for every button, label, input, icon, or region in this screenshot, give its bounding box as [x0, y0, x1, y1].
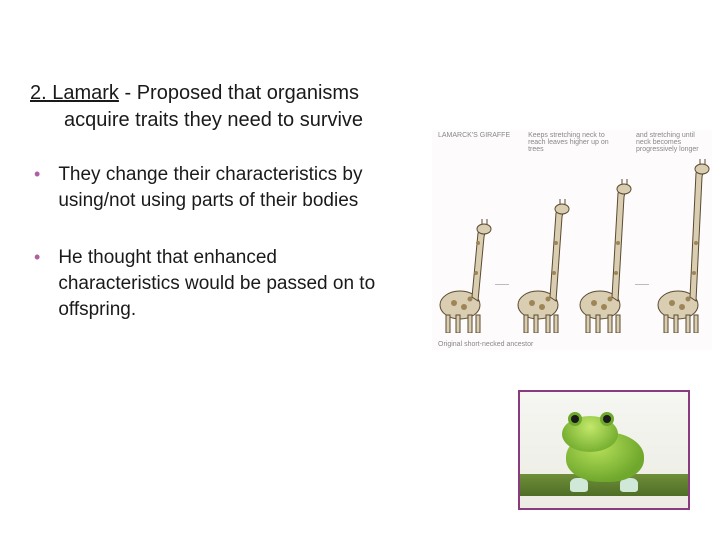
giraffe-icon: [512, 193, 570, 333]
giraffe-captions: LAMARCK'S GIRAFFE Keeps stretching neck …: [432, 130, 712, 153]
frog-image: [518, 390, 690, 510]
frog-eye-icon: [600, 412, 614, 426]
bullet-icon: •: [34, 162, 40, 187]
giraffe-row: —: [432, 153, 712, 341]
giraffe-icon: [652, 153, 710, 333]
giraffe-icon: [434, 213, 492, 333]
arrow-icon: —: [495, 233, 509, 333]
giraffe-icon: [574, 173, 632, 333]
heading-lead: 2. Lamark: [30, 82, 119, 104]
frog-foot-icon: [570, 478, 588, 492]
giraffe-diagram: LAMARCK'S GIRAFFE Keeps stretching neck …: [432, 130, 712, 350]
giraffe-caption-right: and stretching until neck becomes progre…: [636, 132, 706, 153]
heading-tail: - Proposed that organisms: [119, 82, 359, 104]
bullet-item: • They change their characteristics by u…: [30, 162, 400, 213]
bullet-text: They change their characteristics by usi…: [58, 162, 400, 213]
bullet-item: • He thought that enhanced characteristi…: [30, 245, 400, 322]
slide-text-column: 2. Lamark - Proposed that organisms acqu…: [0, 0, 430, 384]
arrow-icon: —: [635, 233, 649, 333]
giraffe-caption-mid: Keeps stretching neck to reach leaves hi…: [528, 132, 618, 153]
bullet-icon: •: [34, 245, 40, 270]
giraffe-caption-left: Original short-necked ancestor: [432, 341, 712, 352]
bullet-text: He thought that enhanced characteristics…: [58, 245, 400, 322]
slide-heading: 2. Lamark - Proposed that organisms acqu…: [30, 80, 400, 134]
heading-line2: acquire traits they need to survive: [30, 107, 400, 134]
giraffe-title: LAMARCK'S GIRAFFE: [438, 132, 510, 153]
frog-eye-icon: [568, 412, 582, 426]
